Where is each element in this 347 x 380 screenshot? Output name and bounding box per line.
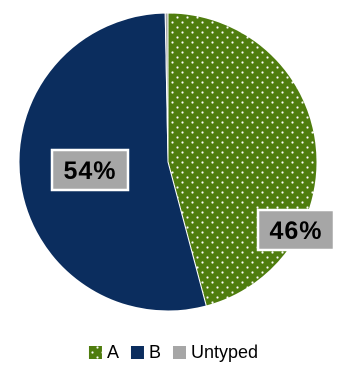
chart-legend: A B Untyped [88,342,258,362]
pie-slices [18,12,318,312]
data-label-box [256,208,336,252]
data-label-text: 46% [269,217,322,245]
data-label-b: 54% [50,148,130,192]
legend-label-untyped: Untyped [191,342,258,362]
data-label-text: 54% [63,157,116,185]
data-label-a: 46% [256,208,336,252]
legend-item-b: B [130,342,161,362]
data-label-box [50,148,130,192]
legend-label-a: A [107,342,119,362]
pie-data-labels: 46% 54% [50,148,336,252]
legend-swatch-a [88,346,102,359]
pie-slice-untyped [164,12,169,163]
legend-item-a: A [88,342,119,362]
legend-item-untyped: Untyped [172,342,258,362]
legend-swatch-b [130,346,144,359]
legend-swatch-untyped [172,346,186,359]
legend-label-b: B [149,342,161,362]
